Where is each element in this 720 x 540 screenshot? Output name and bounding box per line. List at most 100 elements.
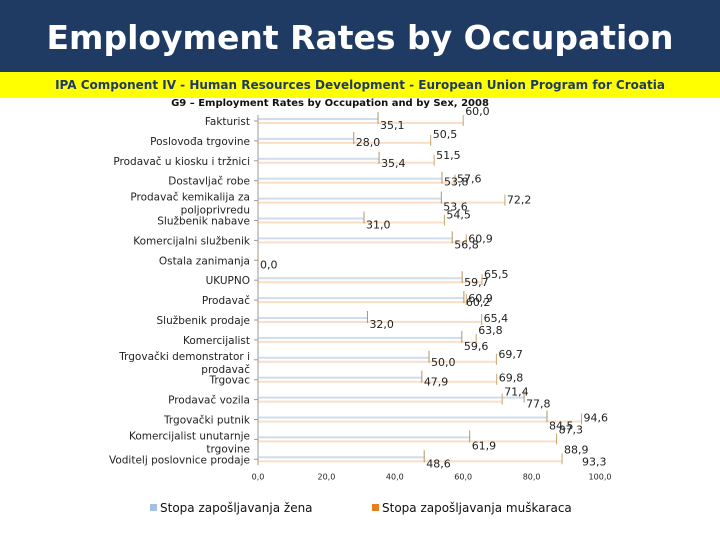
- category-label: Komercijalist: [183, 335, 250, 347]
- legend-swatch: [372, 504, 379, 511]
- category-label: Prodavač kemikalija za poljoprivredu: [130, 192, 250, 217]
- bar-men: [258, 181, 455, 184]
- x-tick-label: 40,0: [386, 472, 404, 481]
- x-tick-label: 80,0: [523, 472, 541, 481]
- value-label-women: 0,0: [260, 258, 278, 271]
- category-label: Trgovački putnik: [163, 415, 251, 427]
- chart-title: G9 – Employment Rates by Occupation and …: [171, 98, 489, 109]
- x-tick-label: 60,0: [454, 472, 472, 481]
- category-label: Trgovac: [208, 375, 250, 387]
- axes: [254, 115, 259, 466]
- subtitle-bar: [0, 72, 720, 98]
- category-label: Prodavač u kiosku i tržnici: [113, 156, 250, 168]
- slide-subtitle: IPA Component IV - Human Resources Devel…: [55, 78, 665, 92]
- bar-men: [258, 380, 497, 383]
- category-label: Ostala zanimanja: [159, 255, 250, 267]
- value-label-men: 51,5: [436, 149, 461, 162]
- bar-women: [258, 336, 462, 339]
- x-tick-label: 100,0: [589, 472, 612, 481]
- legend-label: Stopa zapošljavanja muškaraca: [382, 501, 572, 515]
- bar-women: [258, 118, 379, 120]
- value-label-men: 60,9: [468, 232, 493, 245]
- value-labels: 35,1 60,0 28,0 50,5 35,4 51,5 53,857,6 53,6 72,2…: [260, 105, 608, 470]
- value-label-women: 84,5: [549, 420, 574, 433]
- value-label-men: 69,8: [499, 372, 524, 385]
- value-label-men: 88,9: [564, 443, 589, 456]
- category-label: UKUPNO: [206, 275, 250, 287]
- bar-men: [258, 201, 505, 204]
- bar-women: [258, 456, 425, 459]
- value-label-women: 53,8: [444, 176, 469, 189]
- value-label-women: 48,6: [426, 457, 451, 470]
- bar-women: [258, 137, 354, 140]
- value-label-women: 77,8: [526, 398, 551, 411]
- value-label-men: 94,6: [584, 412, 609, 425]
- bar-men: [258, 420, 582, 423]
- bar-women: [258, 396, 525, 399]
- category-label: Komercijalni službenik: [133, 235, 251, 247]
- bar-men: [258, 460, 563, 463]
- bar-men: [258, 161, 435, 164]
- bar-men: [258, 221, 445, 224]
- bar-men: [258, 241, 467, 244]
- bar-women: [258, 197, 442, 200]
- bar-men: [258, 281, 483, 284]
- bar-women: [258, 416, 547, 419]
- bar-women: [258, 317, 368, 319]
- value-label-women: 50,0: [431, 356, 456, 369]
- category-label: Prodavač vozila: [168, 395, 250, 407]
- value-label-extra: 93,3: [582, 455, 607, 468]
- value-label-men: 54,5: [446, 209, 471, 222]
- legend-swatch: [150, 504, 157, 511]
- x-tick-labels: 0,0 20,0 40,0 60,0 80,0 100,0: [252, 472, 612, 481]
- bar-men: [258, 122, 464, 124]
- value-label-women: 35,1: [380, 119, 405, 132]
- value-label-men: 65,4: [484, 312, 509, 325]
- bars: [257, 112, 583, 465]
- bar-men: [258, 301, 467, 304]
- value-label-women: 35,4: [381, 157, 406, 170]
- bar-women: [258, 376, 422, 379]
- bar-women: [258, 297, 464, 300]
- category-label: Fakturist: [205, 116, 250, 128]
- value-label-men: 65,5: [484, 268, 509, 281]
- value-label-women: 47,9: [424, 376, 449, 389]
- category-label: Komercijalist unutarnje trgovine: [129, 430, 250, 455]
- category-label: Dostavljač robe: [168, 176, 250, 188]
- value-label-women: 60,2: [466, 296, 491, 309]
- value-label-women: 28,0: [356, 136, 381, 149]
- category-label: Prodavač: [202, 295, 250, 307]
- bar-men: [258, 340, 477, 343]
- bar-men: [258, 141, 431, 144]
- bar-women: [258, 177, 442, 180]
- bar-men: [258, 321, 482, 323]
- category-label: Poslovođa trgovine: [150, 136, 250, 148]
- bar-women: [258, 356, 429, 359]
- value-label-women: 31,0: [366, 219, 391, 232]
- bar-women: [258, 217, 365, 220]
- value-label-men: 50,5: [433, 128, 458, 141]
- value-label-men: 69,7: [498, 348, 523, 361]
- category-label: Službenik prodaje: [156, 315, 250, 327]
- category-label: Trgovački demonstrator i prodavač: [118, 351, 250, 376]
- value-label-men: 63,8: [478, 324, 503, 337]
- bar-women: [258, 277, 463, 280]
- value-label-women: 59,7: [464, 276, 489, 289]
- value-label-women: 59,6: [464, 340, 489, 353]
- value-label-women: 56,8: [454, 238, 479, 251]
- value-label-men: 60,0: [465, 105, 490, 118]
- value-label-women: 53,6: [443, 201, 468, 214]
- legend-label: Stopa zapošljavanja žena: [160, 501, 313, 515]
- bar-men: [258, 440, 557, 443]
- category-label: Voditelj poslovnice prodaje: [109, 454, 250, 466]
- slide-title: Employment Rates by Occupation: [46, 18, 674, 57]
- title-bar: [0, 0, 720, 72]
- value-label-women: 32,0: [369, 318, 394, 331]
- value-label-men: 71,4: [504, 386, 529, 399]
- bar-women: [258, 436, 470, 439]
- value-label-men: 57,6: [457, 173, 482, 186]
- legend: Stopa zapošljavanja žena Stopa zapošljava…: [150, 501, 572, 515]
- value-label-men: 87,3: [559, 423, 584, 436]
- value-label-men: 72,2: [507, 194, 532, 207]
